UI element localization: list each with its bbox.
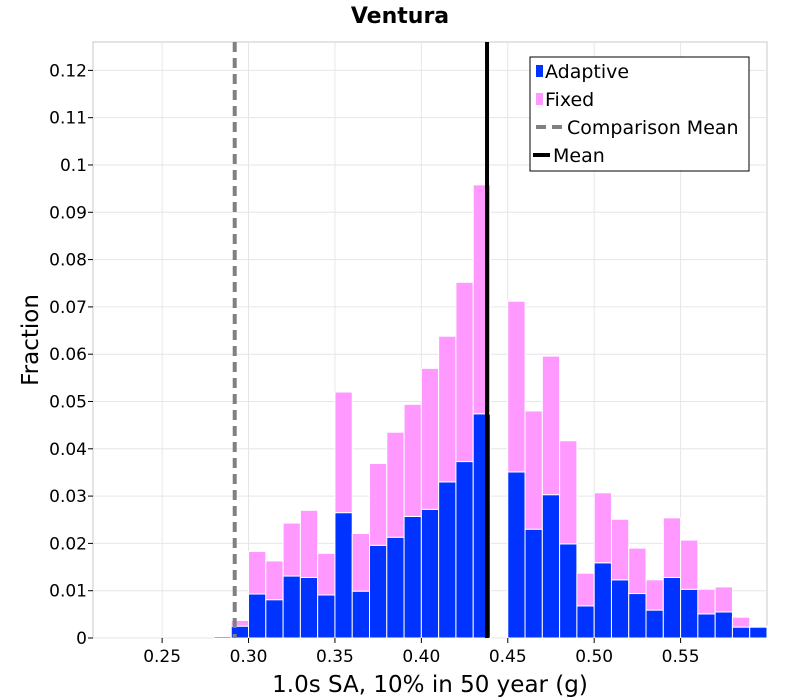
bar-adaptive-10 — [386, 536, 405, 639]
bar-fixed-18 — [524, 410, 543, 530]
legend-label-comparison-mean: Comparison Mean — [567, 117, 739, 139]
legend-swatch-adaptive — [536, 65, 543, 77]
y-tick-label-9: 0.09 — [49, 203, 87, 223]
bar-fixed-5 — [299, 509, 319, 578]
legend-box — [529, 56, 750, 172]
y-tick-label-5: 0.05 — [49, 392, 87, 412]
y-tick-label-1: 0.01 — [49, 582, 87, 602]
bar-fixed-27 — [680, 539, 699, 590]
x-tick-label-6: 0.55 — [662, 647, 700, 667]
bar-fixed-14 — [455, 281, 474, 463]
legend-label-adaptive: Adaptive — [545, 61, 629, 83]
bar-fixed-29 — [714, 586, 733, 613]
bar-fixed-11 — [403, 403, 422, 517]
bar-fixed-2 — [248, 550, 267, 595]
bar-fixed-8 — [351, 532, 371, 592]
bar-adaptive-2 — [248, 593, 267, 639]
bar-adaptive-5 — [299, 576, 319, 639]
bar-adaptive-25 — [645, 609, 664, 639]
bar-adaptive-0 — [213, 636, 232, 639]
bar-adaptive-30 — [731, 626, 751, 639]
legend-swatch-fixed — [536, 93, 543, 105]
bar-fixed-4 — [282, 522, 301, 577]
y-tick-label-4: 0.04 — [49, 440, 87, 460]
bar-adaptive-31 — [749, 626, 768, 639]
bar-adaptive-23 — [610, 579, 630, 639]
bar-adaptive-22 — [593, 562, 612, 639]
bar-fixed-21 — [576, 572, 595, 607]
bar-fixed-6 — [317, 552, 336, 596]
bar-fixed-22 — [593, 492, 612, 564]
y-tick-label-12: 0.12 — [49, 61, 87, 81]
bar-adaptive-18 — [524, 528, 543, 639]
bar-fixed-31 — [749, 625, 768, 628]
bar-adaptive-13 — [438, 481, 457, 639]
bar-adaptive-26 — [662, 576, 682, 639]
bar-fixed-23 — [610, 518, 630, 581]
x-tick-label-3: 0.40 — [402, 647, 440, 667]
x-tick-label-4: 0.45 — [489, 647, 527, 667]
mean-lines-group — [232, 42, 490, 638]
bar-adaptive-17 — [507, 471, 526, 639]
y-axis-ticks: 0 0.01 0.02 0.03 0.04 0.05 0.06 0.07 0.08 0.09 0.1… — [49, 61, 93, 649]
bar-fixed-30 — [731, 616, 751, 628]
bar-adaptive-12 — [420, 508, 440, 639]
chart-title: Ventura — [351, 4, 449, 29]
bar-adaptive-4 — [282, 575, 301, 639]
bar-fixed-3 — [265, 560, 284, 601]
y-tick-label-8: 0.08 — [49, 251, 87, 271]
y-axis-label: Fraction — [18, 294, 44, 386]
bar-adaptive-27 — [680, 588, 699, 639]
bar-adaptive-9 — [369, 544, 388, 639]
bar-fixed-17 — [507, 300, 526, 473]
bar-fixed-28 — [697, 588, 716, 615]
bar-fixed-19 — [541, 355, 561, 496]
legend-label-mean: Mean — [553, 145, 605, 167]
bar-fixed-7 — [334, 391, 353, 514]
y-tick-label-6: 0.06 — [49, 345, 87, 365]
bar-fixed-12 — [420, 367, 440, 510]
bar-fixed-10 — [386, 431, 405, 538]
x-tick-label-5: 0.50 — [575, 647, 613, 667]
legend: Adaptive Fixed Comparison Mean Mean — [529, 56, 750, 172]
bar-adaptive-11 — [403, 515, 422, 639]
y-tick-label-0: 0 — [76, 629, 87, 649]
bar-adaptive-19 — [541, 494, 561, 639]
bar-fixed-24 — [628, 547, 647, 595]
bar-adaptive-7 — [334, 512, 353, 639]
bar-fixed-9 — [369, 462, 388, 546]
bar-adaptive-24 — [628, 593, 647, 639]
legend-label-fixed: Fixed — [545, 89, 594, 111]
x-tick-label-0: 0.25 — [143, 647, 181, 667]
bar-fixed-20 — [559, 440, 578, 545]
x-tick-label-2: 0.35 — [316, 647, 354, 667]
bar-adaptive-8 — [351, 590, 371, 639]
bar-adaptive-21 — [576, 605, 595, 639]
y-tick-label-3: 0.03 — [49, 487, 87, 507]
bar-fixed-25 — [645, 579, 664, 611]
y-tick-label-10: 0.1 — [60, 156, 87, 176]
x-axis-label: 1.0s SA, 10% in 50 year (g) — [272, 672, 588, 698]
bar-adaptive-20 — [559, 543, 578, 639]
y-tick-label-7: 0.07 — [49, 298, 87, 318]
bar-adaptive-14 — [455, 461, 474, 639]
bar-adaptive-6 — [317, 594, 336, 639]
bar-fixed-26 — [662, 517, 682, 578]
y-tick-label-11: 0.11 — [49, 109, 87, 129]
x-axis-ticks: 0.25 0.30 0.35 0.40 0.45 0.50 0.55 — [143, 638, 700, 667]
y-tick-label-2: 0.02 — [49, 534, 87, 554]
bar-fixed-13 — [438, 335, 457, 483]
bars-group — [213, 184, 768, 639]
bar-adaptive-28 — [697, 613, 716, 639]
x-tick-label-1: 0.30 — [230, 647, 268, 667]
bar-adaptive-29 — [714, 611, 733, 639]
bar-adaptive-3 — [265, 599, 284, 639]
